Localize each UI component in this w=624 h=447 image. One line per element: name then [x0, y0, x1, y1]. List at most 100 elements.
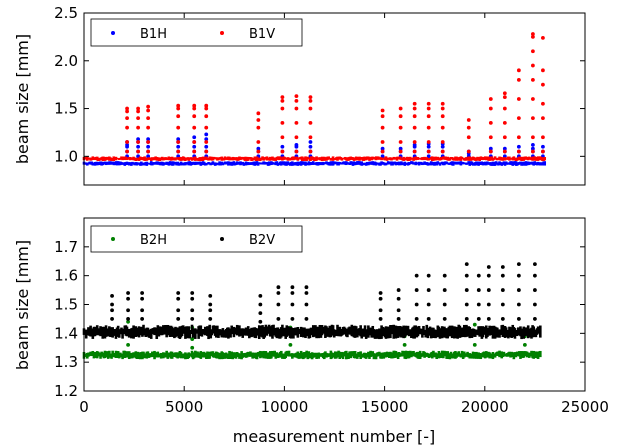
data-point — [414, 288, 419, 292]
data-point — [502, 91, 507, 96]
data-point — [541, 144, 545, 149]
data-point — [530, 63, 535, 68]
data-point — [541, 35, 545, 40]
data-point — [502, 106, 507, 111]
data-point — [488, 135, 493, 140]
data-point — [308, 135, 313, 140]
data-point — [533, 288, 537, 292]
x-axis-label: measurement number [-] — [233, 427, 436, 446]
data-point — [294, 120, 299, 125]
data-point — [500, 265, 505, 269]
data-point — [541, 116, 545, 121]
data-point — [476, 288, 481, 292]
data-point — [412, 142, 417, 147]
data-point — [412, 149, 417, 154]
data-point — [516, 77, 521, 82]
data-point — [294, 106, 299, 111]
data-point — [280, 95, 285, 99]
data-point — [541, 101, 545, 106]
data-point — [426, 317, 431, 321]
data-point — [426, 125, 431, 130]
series-b1v — [82, 32, 547, 162]
data-point — [426, 101, 431, 106]
data-point — [466, 118, 471, 122]
x-tick-label: 25000 — [561, 398, 609, 416]
data-point — [280, 99, 285, 103]
data-point — [380, 149, 385, 154]
data-point — [472, 342, 477, 347]
legend-label-b1h: B1H — [140, 27, 167, 42]
data-point — [541, 135, 545, 140]
data-point — [304, 291, 309, 295]
data-point — [204, 103, 209, 108]
data-point — [414, 302, 419, 307]
legend-label-b1v: B1V — [249, 27, 275, 42]
data-point — [136, 149, 141, 154]
data-point — [398, 114, 403, 119]
data-point — [426, 144, 431, 149]
data-point — [308, 99, 313, 103]
data-point — [208, 293, 213, 298]
data-point — [136, 116, 141, 121]
data-point — [136, 137, 141, 142]
data-point — [276, 285, 281, 290]
data-point — [396, 317, 401, 321]
data-point — [146, 116, 151, 121]
data-point — [280, 135, 285, 140]
data-point — [304, 302, 309, 307]
data-point — [396, 308, 401, 313]
data-point — [276, 302, 281, 307]
data-point — [476, 273, 481, 278]
data-point — [192, 103, 197, 108]
bottom-y-axis-label: beam size [mm] — [13, 240, 32, 370]
data-point — [500, 302, 505, 307]
data-point — [136, 125, 141, 130]
data-point — [530, 34, 535, 39]
top-legend: B1H B1V — [90, 18, 303, 47]
data-point — [488, 146, 493, 151]
data-point — [378, 308, 383, 313]
data-point — [308, 120, 313, 125]
data-point — [516, 135, 521, 140]
data-point — [440, 144, 445, 149]
data-point — [440, 140, 445, 144]
y-tick-label: 1.3 — [54, 353, 78, 371]
data-point — [280, 149, 285, 154]
data-point — [204, 125, 209, 130]
top-panel-ticks: 1.0 1.5 2.0 2.5 — [54, 4, 586, 185]
data-point — [516, 97, 521, 101]
data-point — [426, 106, 431, 111]
series-b2h — [82, 319, 542, 360]
data-point — [140, 308, 145, 313]
data-point — [125, 116, 129, 121]
bottom-panel: 1.2 1.3 1.4 1.5 1.6 1.7 0 5000 10000 15000 20000 25… — [13, 217, 609, 446]
data-point — [126, 317, 130, 321]
data-point — [412, 125, 417, 130]
data-point — [442, 273, 447, 278]
data-point — [290, 291, 295, 295]
data-point — [541, 68, 545, 73]
top-y-axis-label: beam size [mm] — [13, 34, 32, 164]
data-point — [398, 146, 403, 151]
data-point — [176, 144, 181, 149]
data-point — [530, 116, 535, 121]
data-point — [530, 142, 535, 147]
data-point — [176, 114, 181, 119]
data-point — [533, 302, 537, 307]
data-point — [190, 291, 195, 295]
data-point — [502, 95, 507, 99]
data-point — [414, 273, 419, 278]
bottom-legend-box — [90, 225, 303, 253]
data-point — [176, 140, 181, 144]
data-point — [176, 149, 181, 154]
data-point — [488, 106, 493, 111]
data-point — [398, 149, 403, 154]
data-point — [308, 95, 313, 99]
data-point — [426, 302, 431, 307]
top-legend-box — [90, 18, 303, 47]
data-point — [176, 103, 181, 108]
data-point — [110, 317, 114, 321]
data-point — [258, 311, 263, 316]
data-point — [378, 296, 383, 301]
data-point — [176, 291, 181, 295]
